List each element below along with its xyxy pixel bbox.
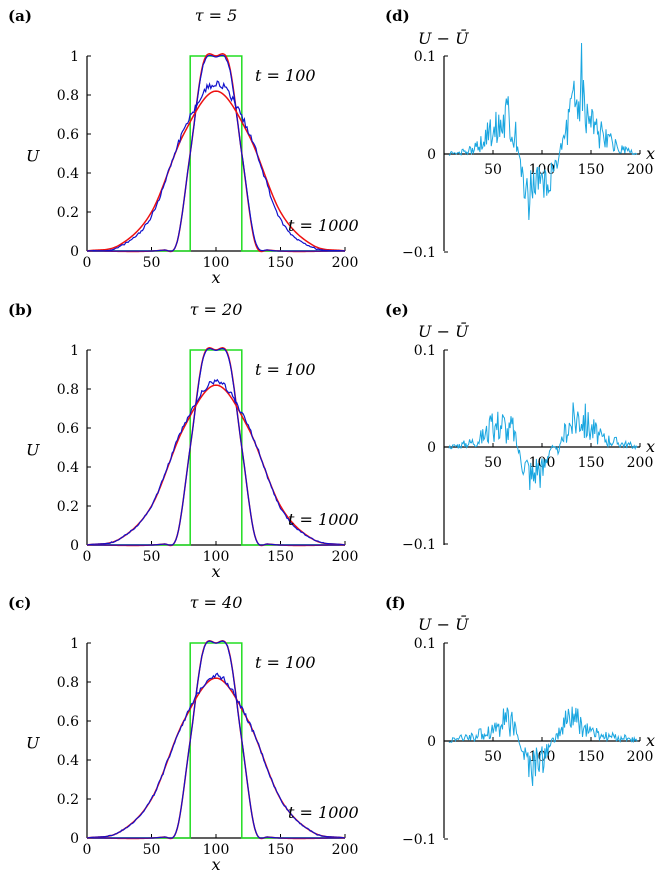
panel-label: (d)	[385, 7, 410, 25]
x-tick-label: 150	[267, 549, 294, 565]
x-axis-label: x	[646, 731, 655, 750]
x-tick-label: 200	[332, 842, 359, 858]
x-tick-label: 150	[578, 162, 605, 178]
y-tick-label: 0	[427, 440, 436, 456]
x-tick-label: 100	[203, 255, 230, 271]
x-tick-label: 200	[627, 749, 654, 765]
x-tick-label: 50	[484, 749, 502, 765]
annotation-t1000: t = 1000	[288, 803, 359, 822]
x-axis-label: x	[646, 437, 655, 456]
x-tick-label: 100	[529, 162, 556, 178]
y-axis-label: U − Ū	[418, 321, 469, 341]
y-tick-label: 0.2	[57, 499, 79, 515]
y-tick-label: −0.1	[402, 537, 436, 553]
y-tick-label: −0.1	[402, 245, 436, 261]
y-tick-label: −0.1	[402, 832, 436, 848]
panel-title: τ = 5	[195, 6, 238, 25]
x-tick-label: 0	[83, 255, 92, 271]
x-tick-label: 150	[578, 455, 605, 471]
y-tick-label: 0.2	[57, 792, 79, 808]
x-tick-label: 100	[203, 842, 230, 858]
y-axis-label: U − Ū	[418, 614, 469, 634]
y-tick-label: 0.1	[414, 636, 436, 652]
x-axis-label: x	[211, 855, 220, 874]
y-tick-label: 0.6	[57, 421, 79, 437]
panel-label: (c)	[8, 594, 31, 612]
x-tick-label: 50	[143, 842, 161, 858]
y-tick-label: 1	[70, 636, 79, 652]
y-tick-label: 0.4	[57, 166, 79, 182]
stochastic-line-t1000	[86, 378, 346, 546]
panel-title: τ = 40	[190, 593, 243, 612]
y-tick-label: 0	[70, 538, 79, 554]
y-tick-label: 0	[70, 831, 79, 847]
panel-label: (a)	[8, 7, 32, 25]
stochastic-line-t100	[86, 640, 346, 839]
y-axis-label: U	[26, 147, 40, 166]
y-tick-label: 0.8	[57, 382, 79, 398]
y-tick-label: 0	[427, 147, 436, 163]
panel-title: τ = 20	[190, 300, 243, 319]
annotation-t100: t = 100	[255, 360, 316, 379]
stochastic-line-t100	[86, 54, 346, 252]
annotation-t1000: t = 1000	[288, 216, 359, 235]
y-tick-label: 0.1	[414, 49, 436, 65]
annotation-t1000: t = 1000	[288, 510, 359, 529]
x-axis-label: x	[211, 562, 220, 581]
x-tick-label: 200	[627, 455, 654, 471]
panel-label: (b)	[8, 301, 33, 319]
x-axis-label: x	[211, 268, 220, 287]
x-tick-label: 0	[83, 549, 92, 565]
y-tick-label: 0	[427, 734, 436, 750]
x-tick-label: 150	[578, 749, 605, 765]
y-tick-label: 1	[70, 49, 79, 65]
y-tick-label: 0.6	[57, 714, 79, 730]
stochastic-line-t1000	[86, 80, 346, 252]
x-tick-label: 200	[332, 549, 359, 565]
x-axis-label: x	[646, 144, 655, 163]
x-tick-label: 50	[484, 455, 502, 471]
y-tick-label: 0	[70, 244, 79, 260]
y-tick-label: 0.2	[57, 205, 79, 221]
y-tick-label: 0.8	[57, 88, 79, 104]
continuum-line-t1000	[86, 90, 346, 252]
x-tick-label: 150	[267, 842, 294, 858]
difference-line	[448, 402, 638, 491]
stochastic-line-t100	[86, 347, 346, 546]
x-tick-label: 100	[203, 549, 230, 565]
x-tick-label: 50	[143, 549, 161, 565]
y-tick-label: 1	[70, 343, 79, 359]
difference-line	[448, 706, 638, 787]
y-axis-label: U	[26, 441, 40, 460]
x-tick-label: 0	[83, 842, 92, 858]
y-axis-label: U	[26, 734, 40, 753]
y-tick-label: 0.4	[57, 460, 79, 476]
y-tick-label: 0.8	[57, 675, 79, 691]
stochastic-line-t1000	[86, 672, 346, 839]
y-tick-label: 0.6	[57, 127, 79, 143]
y-tick-label: 0.4	[57, 753, 79, 769]
panel-label: (f)	[385, 594, 406, 612]
x-tick-label: 50	[484, 162, 502, 178]
panel-label: (e)	[385, 301, 409, 319]
x-tick-label: 200	[332, 255, 359, 271]
y-tick-label: 0.1	[414, 343, 436, 359]
x-tick-label: 200	[627, 162, 654, 178]
x-tick-label: 150	[267, 255, 294, 271]
difference-line	[448, 43, 638, 221]
annotation-t100: t = 100	[255, 66, 316, 85]
x-tick-label: 50	[143, 255, 161, 271]
y-axis-label: U − Ū	[418, 28, 469, 48]
annotation-t100: t = 100	[255, 653, 316, 672]
